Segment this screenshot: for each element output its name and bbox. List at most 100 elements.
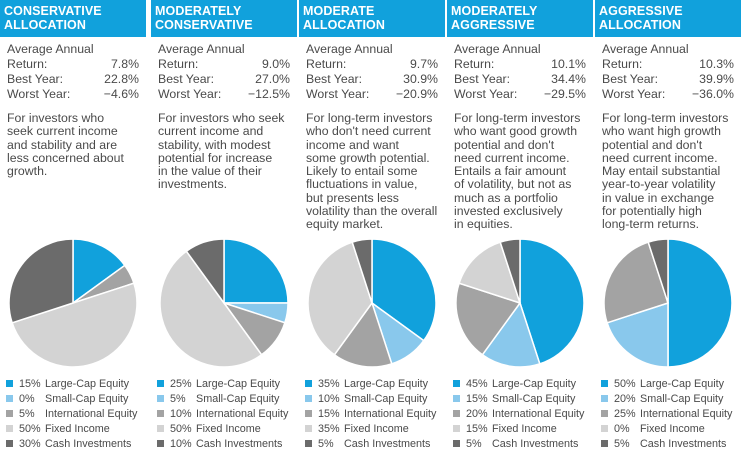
worst-year-value: −4.6% [103,87,139,101]
legend-percent: 50% [614,377,636,390]
legend-item: 10% Small-Cap Equity [305,391,445,406]
legend-item: 50% Fixed Income [6,421,146,436]
legend-label: Cash Investments [640,437,727,450]
description-line: Entails a fair amount [454,164,567,179]
allocation-pie-chart [307,238,437,368]
pie-legend: 50% Large-Cap Equity 20% Small-Cap Equity 25… [601,376,741,451]
best-year-label: Best Year: [454,72,511,86]
legend-percent: 0% [614,422,630,435]
average-annual-return-label: Average Annual [158,42,245,56]
allocation-description: For long-term investors who want good gro… [454,111,588,232]
legend-swatch [157,395,164,402]
average-annual-return-label: Average Annual [602,42,689,56]
panel-title: MODERATELY AGGRESSIVE [447,0,593,37]
performance-stats: Average Annual Return: 9.7% Best Year: 30.9%… [306,42,438,102]
legend-item: 5% Cash Investments [453,436,593,451]
stat-row: Average Annual [454,42,586,57]
legend-swatch [453,440,460,447]
legend-item: 0% Small-Cap Equity [6,391,146,406]
legend-swatch [601,425,608,432]
description-line: need current income. [454,150,570,165]
description-line: for potentially high [602,204,702,219]
average-annual-return-label-cont: Return: [602,57,643,71]
legend-percent: 45% [466,377,488,390]
description-line: For investors who seek [158,111,285,125]
legend-percent: 50% [170,422,192,435]
description-line: For long-term investors [306,111,433,125]
legend-item: 50% Large-Cap Equity [601,376,741,391]
description-line: current income and [158,124,264,139]
legend-percent: 5% [19,407,35,420]
stat-row: Best Year: 34.4% [454,72,586,87]
legend-item: 5% International Equity [6,406,146,421]
legend-label: Fixed Income [196,422,261,435]
stat-row: Worst Year: −4.6% [7,87,139,102]
legend-swatch [601,395,608,402]
legend-item: 25% International Equity [601,406,741,421]
legend-item: 25% Large-Cap Equity [157,376,297,391]
stat-row: Return: 9.0% [158,57,290,72]
average-annual-return-label-cont: Return: [7,57,48,71]
stat-row: Worst Year: −36.0% [602,87,734,102]
legend-swatch [157,410,164,417]
legend-swatch [305,410,312,417]
best-year-value: 30.9% [403,72,438,86]
description-line: need current income. [602,150,718,165]
cash-investments-slice [499,238,521,304]
allocation-pie-chart [8,238,138,368]
legend-item: 10% Cash Investments [157,436,297,451]
legend-percent: 30% [19,437,41,450]
allocation-description: For investors who seek current income and … [7,111,141,178]
legend-item: 45% Large-Cap Equity [453,376,593,391]
legend-item: 5% Cash Investments [601,436,741,451]
legend-swatch [305,425,312,432]
stat-row: Best Year: 27.0% [158,72,290,87]
average-annual-return-label: Average Annual [454,42,541,56]
description-line: investments. [158,177,228,192]
stat-row: Average Annual [7,42,139,57]
best-year-label: Best Year: [158,72,215,86]
legend-item: 20% International Equity [453,406,593,421]
description-line: fluctuations in value, [306,177,418,192]
legend-label: Large-Cap Equity [196,377,281,390]
average-annual-return-value: 7.8% [110,57,139,71]
stat-row: Best Year: 30.9% [306,72,438,87]
legend-label: Cash Investments [196,437,283,450]
performance-stats: Average Annual Return: 10.1% Best Year: 34.4… [454,42,586,102]
stat-row: Average Annual [602,42,734,57]
cash-investments-slice [185,238,225,306]
legend-label: Large-Cap Equity [344,377,429,390]
description-line: much as a portfolio [454,190,558,205]
allocation-panel: MODERATELY AGGRESSIVE Average Annual Retur… [447,0,593,456]
large-cap-equity-slice [667,238,733,368]
legend-percent: 10% [170,437,192,450]
pie-legend: 25% Large-Cap Equity 5% Small-Cap Equity 10%… [157,376,297,451]
description-line: income and want [306,137,399,152]
legend-swatch [305,380,312,387]
legend-percent: 10% [170,407,192,420]
average-annual-return-value: 9.7% [409,57,438,71]
international-equity-slice [603,241,669,324]
description-line: For investors who [7,111,105,125]
best-year-label: Best Year: [602,72,659,86]
pie-legend: 15% Large-Cap Equity 0% Small-Cap Equity 5% I… [6,376,146,451]
description-line: invested exclusively [454,204,563,219]
performance-stats: Average Annual Return: 10.3% Best Year: 39.9… [602,42,734,102]
legend-swatch [305,395,312,402]
worst-year-label: Worst Year: [158,87,222,101]
description-line: who want good growth [454,124,578,139]
small-cap-equity-slice [481,301,541,368]
legend-item: 30% Cash Investments [6,436,146,451]
legend-item: 15% Large-Cap Equity [6,376,146,391]
worst-year-value: −12.5% [247,87,290,101]
description-line: Likely to entail some [306,164,418,179]
legend-label: Cash Investments [45,437,132,450]
panel-title: CONSERVATIVE ALLOCATION [0,0,146,37]
average-annual-return-label-cont: Return: [158,57,199,71]
legend-swatch [6,395,13,402]
allocation-pie-chart [603,238,733,368]
legend-label: Large-Cap Equity [492,377,577,390]
best-year-value: 34.4% [551,72,586,86]
worst-year-label: Worst Year: [306,87,370,101]
